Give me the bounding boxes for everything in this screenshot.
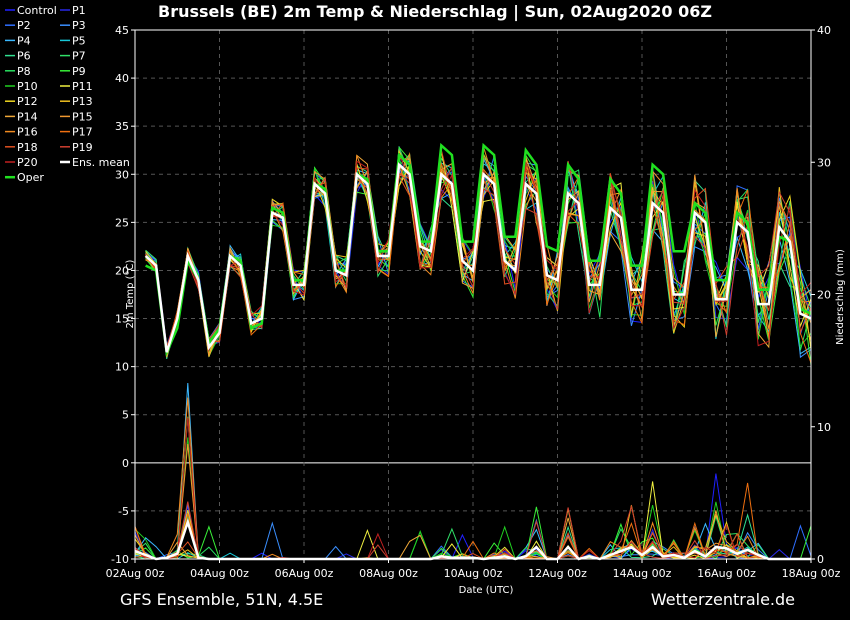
temp-line-oper (145, 142, 812, 357)
y-tick-label: 35 (115, 120, 129, 133)
legend-label: Control (17, 4, 57, 17)
y2-tick-label: 10 (817, 421, 831, 434)
legend-label: P6 (17, 50, 31, 63)
chart-title: Brussels (BE) 2m Temp & Niederschlag | S… (158, 2, 712, 22)
temp-line-p6 (145, 156, 812, 360)
x-tick-label: 16Aug 00z (697, 567, 756, 580)
y2-tick-label: 40 (817, 24, 831, 37)
x-tick-label: 14Aug 00z (613, 567, 672, 580)
x-tick-label: 06Aug 00z (275, 567, 334, 580)
legend-label: P13 (72, 95, 93, 108)
legend-label: P18 (17, 141, 38, 154)
x-tick-label: 10Aug 00z (444, 567, 503, 580)
y-axis-ticks: -10 -5 0 5 10 15 20 25 30 35 40 45 (111, 24, 135, 566)
legend-label: P4 (17, 34, 31, 47)
legend-label: P15 (72, 110, 93, 123)
x-tick-label: 18Aug 00z (782, 567, 841, 580)
y2-tick-label: 30 (817, 156, 831, 169)
x-tick-label: 02Aug 00z (106, 567, 165, 580)
y2-axis-label: Niederschlag (mm) (835, 249, 846, 345)
y-tick-label: 45 (115, 24, 129, 37)
legend-label: P16 (17, 126, 38, 139)
temp-line-ens-mean (144, 162, 812, 353)
legend-label: P11 (72, 80, 93, 93)
footer-source: GFS Ensemble, 51N, 4.5E (120, 590, 323, 609)
y-tick-label: 20 (115, 264, 129, 277)
legend-label: P8 (17, 65, 31, 78)
x-tick-label: 08Aug 00z (359, 567, 418, 580)
legend-label: P2 (17, 19, 31, 32)
x-axis-label: Date (UTC) (459, 585, 514, 596)
legend-label: P9 (72, 65, 86, 78)
legend-label: P14 (17, 110, 38, 123)
y-axis-label: 2m Temp (°C) (125, 259, 136, 328)
y-tick-label: 40 (115, 72, 129, 85)
footer-site: Wetterzentrale.de (651, 590, 795, 609)
legend-label: P20 (17, 156, 38, 169)
y-tick-label: -5 (118, 505, 129, 518)
legend-label: P1 (72, 4, 86, 17)
legend-label: Ens. mean (72, 156, 130, 169)
legend-label: P12 (17, 95, 38, 108)
y-tick-label: 0 (122, 457, 129, 470)
legend-label: P19 (72, 141, 93, 154)
legend-label: P5 (72, 34, 86, 47)
y-tick-label: -10 (111, 553, 129, 566)
y-tick-label: 15 (115, 313, 129, 326)
legend-label: P10 (17, 80, 38, 93)
legend: Control P1 P2 P3 P4 P5 P6 P7 P8 P9 P10 P11 P12 P13 P14… (5, 4, 130, 184)
y-tick-label: 5 (122, 409, 129, 422)
legend-label: P7 (72, 50, 86, 63)
y2-tick-label: 0 (817, 553, 824, 566)
legend-label: P3 (72, 19, 86, 32)
y2-axis-ticks: 0 10 20 30 40 (811, 24, 831, 566)
y-tick-label: 30 (115, 168, 129, 181)
y-tick-label: 25 (115, 216, 129, 229)
x-tick-label: 04Aug 00z (190, 567, 249, 580)
y-tick-label: 10 (115, 361, 129, 374)
x-tick-label: 12Aug 00z (528, 567, 587, 580)
y2-tick-label: 20 (817, 289, 831, 302)
legend-label: Oper (17, 171, 44, 184)
legend-label: P17 (72, 126, 93, 139)
x-axis-ticks: 02Aug 00z 04Aug 00z 06Aug 00z 08Aug 00z 10Au… (106, 559, 841, 580)
